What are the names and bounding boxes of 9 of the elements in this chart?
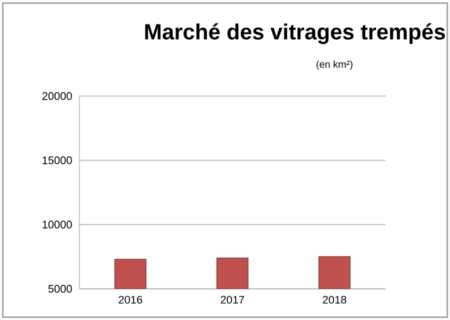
- y-tick-label: 10000: [42, 220, 72, 228]
- x-tick-label: 2016: [118, 296, 142, 304]
- y-tick-label: 20000: [42, 92, 72, 100]
- x-tick-label: 2017: [220, 296, 244, 304]
- chart-title: Marché des vitrages trempés: [145, 23, 445, 44]
- x-tick-label: 2018: [322, 296, 346, 304]
- y-tick-label: 5000: [48, 284, 72, 293]
- chart-subtitle: (en km²): [316, 60, 352, 70]
- y-tick-label: 15000: [42, 156, 72, 164]
